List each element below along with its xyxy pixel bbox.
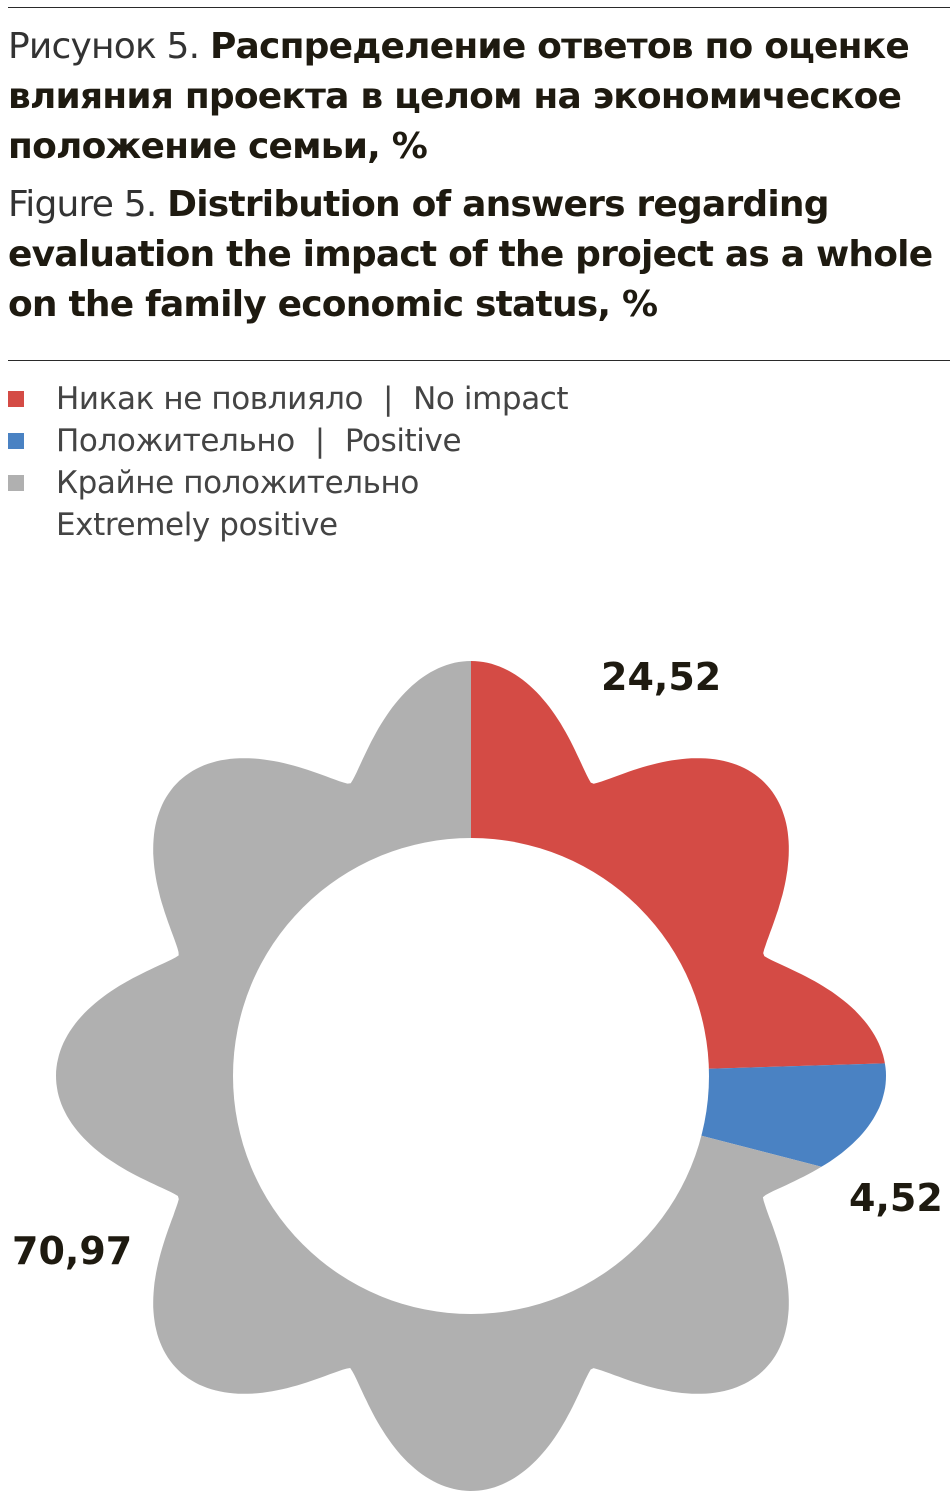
legend-label-en: Extremely positive [56, 507, 338, 543]
legend: Никак не повлияло | No impact Положитель… [8, 378, 569, 546]
middle-rule [8, 360, 950, 361]
title-ru-text: Распределение ответов по оценке влияния … [8, 26, 910, 167]
legend-label-ru: Крайне положительно [56, 465, 419, 501]
data-label-extremely-positive: 70,97 [12, 1229, 132, 1273]
legend-swatch-blue [8, 433, 24, 449]
data-label-no-impact: 24,52 [601, 655, 721, 699]
legend-item-positive: Положительно | Positive [8, 420, 568, 462]
top-rule [8, 7, 950, 8]
title-en: Figure 5. Distribution of answers regard… [8, 180, 948, 330]
legend-item-extremely-positive: Крайне положительно [8, 462, 568, 504]
legend-swatch-red [8, 391, 24, 407]
title-ru-prefix: Рисунок 5. [8, 26, 200, 67]
title-en-prefix: Figure 5. [8, 184, 157, 225]
legend-separator: | [383, 381, 394, 417]
legend-label-en: No impact [413, 381, 569, 417]
legend-label-en: Positive [344, 423, 462, 459]
title-ru: Рисунок 5. Распределение ответов по оцен… [8, 22, 948, 172]
data-label-positive: 4,52 [849, 1176, 943, 1220]
legend-label-ru: Никак не повлияло [56, 381, 364, 417]
title-en-text: Distribution of answers regarding evalua… [8, 184, 933, 325]
legend-swatch-gray [8, 475, 24, 491]
legend-label-ru: Положительно [56, 423, 295, 459]
legend-separator: | [314, 423, 325, 459]
legend-item-extremely-positive-en: Extremely positive [8, 504, 568, 546]
legend-item-no-impact: Никак не повлияло | No impact [8, 378, 569, 420]
donut-hole [233, 838, 709, 1314]
